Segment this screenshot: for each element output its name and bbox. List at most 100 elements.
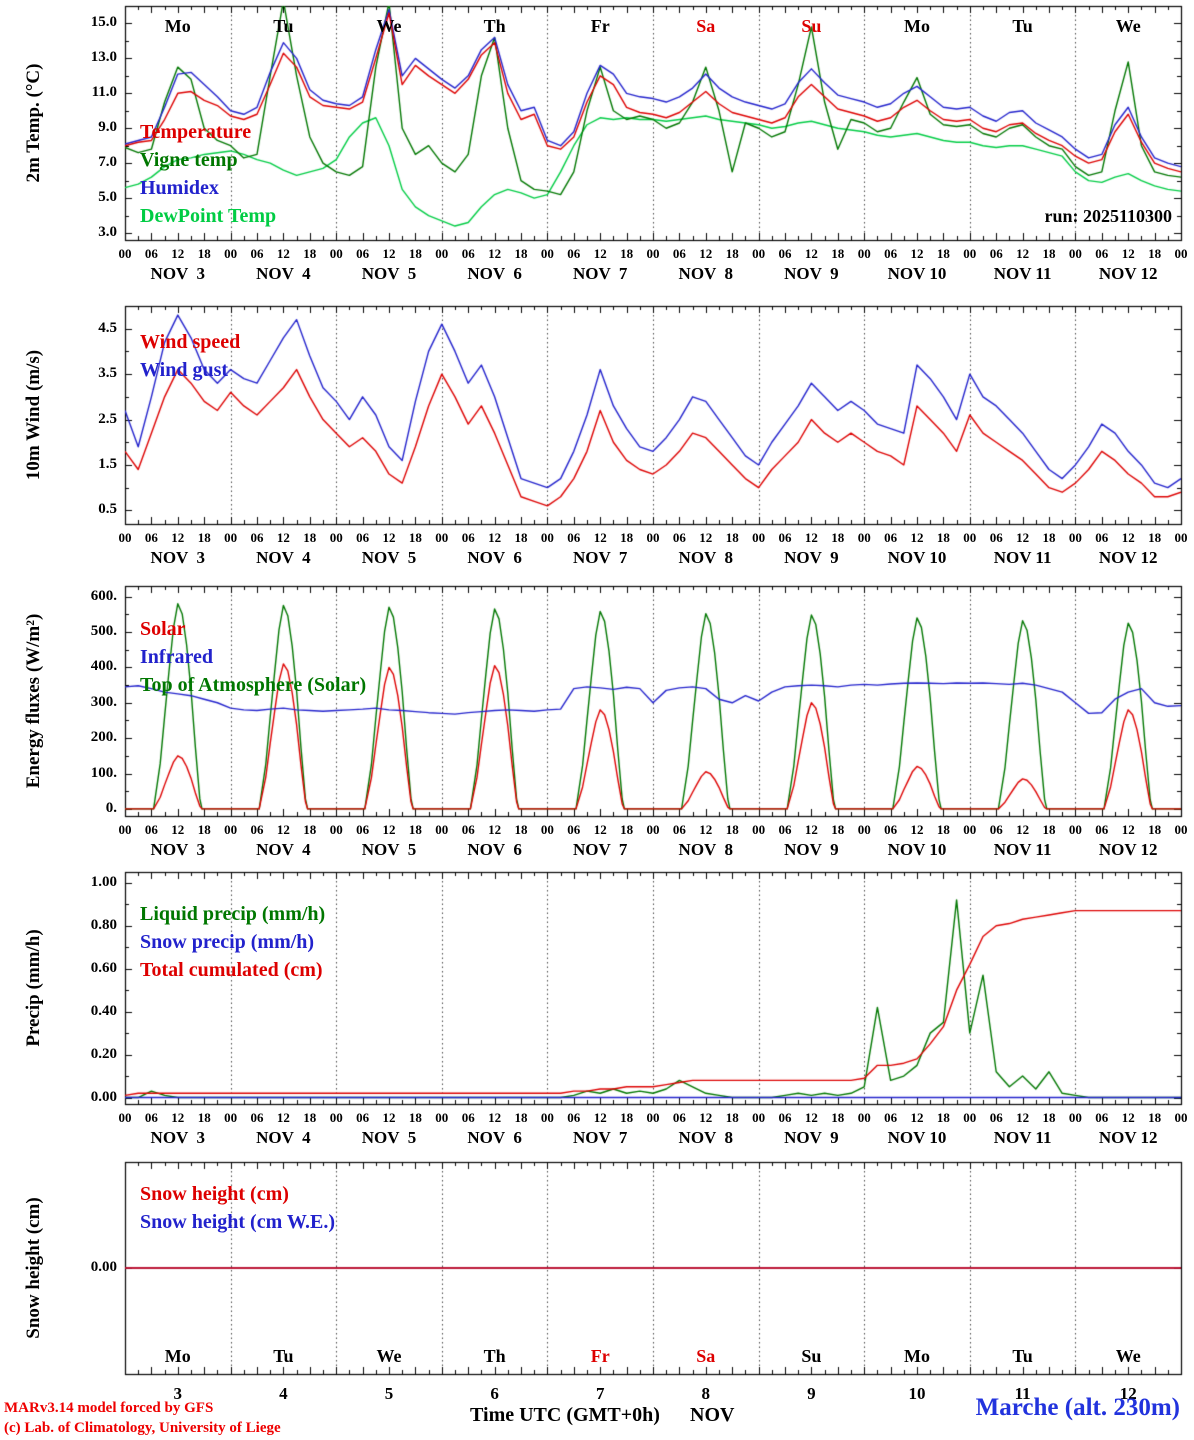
legend-item-total-cumulated: Total cumulated (cm) <box>140 959 323 981</box>
hour-label: 00 <box>1068 530 1082 545</box>
day-name-top: We <box>376 16 402 36</box>
date-number-label: 7 <box>595 1384 605 1403</box>
y-tick-label: 0.5 <box>98 501 117 518</box>
hour-label: 12 <box>1121 1110 1135 1125</box>
hour-label: 06 <box>567 530 581 545</box>
hour-label: 18 <box>1148 246 1162 261</box>
hour-label: 12 <box>276 246 290 261</box>
hour-label: 12 <box>1016 530 1030 545</box>
legend-item-snow-height: Snow height (cm) <box>140 1183 289 1205</box>
hour-label: 06 <box>884 246 898 261</box>
y-tick-label: 0.80 <box>90 916 117 933</box>
hour-label: 00 <box>224 822 238 837</box>
hour-label: 12 <box>276 1110 290 1125</box>
legend-precip-panel: Liquid precip (mm/h) Snow precip (mm/h) … <box>140 900 325 984</box>
hour-label: 00 <box>857 1110 871 1125</box>
hour-label: 18 <box>197 246 211 261</box>
hour-label: 00 <box>646 246 660 261</box>
date-label: NOV 5 <box>361 840 417 859</box>
hour-label: 00 <box>752 530 766 545</box>
date-label: NOV 10 <box>887 548 947 567</box>
date-number-label: 10 <box>908 1384 926 1403</box>
y-tick-label: 5.0 <box>98 189 117 206</box>
hour-label: 18 <box>1042 1110 1056 1125</box>
hour-label: 06 <box>461 1110 475 1125</box>
hour-label: 00 <box>963 822 977 837</box>
day-name-label: Fr <box>590 1346 610 1366</box>
hour-label: 12 <box>699 246 713 261</box>
date-label: NOV 9 <box>784 840 839 859</box>
hour-label: 12 <box>1121 530 1135 545</box>
hour-label: 00 <box>435 530 449 545</box>
hour-label: 00 <box>857 530 871 545</box>
date-label: NOV 4 <box>256 1128 311 1147</box>
hour-label: 00 <box>540 530 554 545</box>
hour-label: 00 <box>857 246 871 261</box>
date-number-label: 9 <box>807 1384 816 1403</box>
day-name-top: Fr <box>590 16 610 36</box>
day-name-label: Su <box>801 1346 822 1366</box>
hour-label: 12 <box>1016 1110 1030 1125</box>
date-label: NOV 5 <box>361 1128 417 1147</box>
y-tick-label: 15.0 <box>90 14 117 31</box>
day-name-top: Tu <box>273 16 294 36</box>
hour-label: 12 <box>382 530 396 545</box>
date-label: NOV 5 <box>361 548 417 567</box>
hour-label: 12 <box>276 822 290 837</box>
date-label: NOV 5 <box>361 264 417 283</box>
hour-label: 06 <box>250 530 264 545</box>
hour-label: 12 <box>382 822 396 837</box>
hour-label: 00 <box>646 1110 660 1125</box>
day-name-top: Mo <box>164 16 191 36</box>
hour-label: 12 <box>488 822 502 837</box>
hour-label: 06 <box>356 1110 370 1125</box>
date-label: NOV 9 <box>784 548 839 567</box>
legend-item-infrared: Infrared <box>140 646 213 668</box>
hour-label: 18 <box>725 822 739 837</box>
hour-label: 06 <box>672 530 686 545</box>
hour-label: 18 <box>831 246 845 261</box>
date-label: NOV 10 <box>887 1128 947 1147</box>
date-label: NOV 3 <box>150 1128 206 1147</box>
hour-label: 00 <box>329 1110 343 1125</box>
date-label: NOV 10 <box>887 840 947 859</box>
y-axis-title-energy: Energy fluxes (W/m²) <box>23 613 44 789</box>
date-label: NOV 3 <box>150 264 206 283</box>
hour-label: 12 <box>382 246 396 261</box>
legend-item-dewpoint: DewPoint Temp <box>140 205 277 227</box>
y-axis-title-wind: 10m Wind (m/s) <box>23 349 44 481</box>
hour-label: 06 <box>250 822 264 837</box>
hour-label: 18 <box>831 530 845 545</box>
legend-item-temperature: Temperature <box>140 121 252 143</box>
date-label: NOV 11 <box>993 548 1052 567</box>
hour-label: 12 <box>804 530 818 545</box>
legend-item-snow-height-we: Snow height (cm W.E.) <box>140 1211 336 1233</box>
hour-label: 18 <box>197 822 211 837</box>
hour-label: 18 <box>1042 822 1056 837</box>
y-tick-label: 13.0 <box>90 49 117 66</box>
hour-label: 18 <box>408 1110 422 1125</box>
hour-label: 12 <box>593 822 607 837</box>
hour-label: 12 <box>171 1110 185 1125</box>
hour-label: 06 <box>884 1110 898 1125</box>
hour-label: 18 <box>1148 1110 1162 1125</box>
hour-label: 18 <box>303 530 317 545</box>
y-tick-label: 600. <box>90 587 117 604</box>
legend-snow-panel: Snow height (cm) Snow height (cm W.E.) <box>140 1180 335 1236</box>
y-tick-label: 200. <box>90 729 117 746</box>
date-label: NOV 4 <box>256 264 311 283</box>
hour-label: 00 <box>118 246 132 261</box>
day-name-top: Th <box>483 16 506 36</box>
day-name-label: Mo <box>904 1346 930 1366</box>
hour-label: 06 <box>1095 530 1109 545</box>
date-label: NOV 6 <box>467 548 522 567</box>
hour-label: 00 <box>329 822 343 837</box>
date-label: NOV 6 <box>467 264 522 283</box>
date-label: NOV 3 <box>150 840 206 859</box>
hour-label: 06 <box>461 530 475 545</box>
hour-label: 06 <box>884 530 898 545</box>
hour-label: 12 <box>1016 822 1030 837</box>
hour-label: 18 <box>514 822 528 837</box>
hour-label: 00 <box>963 246 977 261</box>
date-label: NOV 12 <box>1098 1128 1158 1147</box>
